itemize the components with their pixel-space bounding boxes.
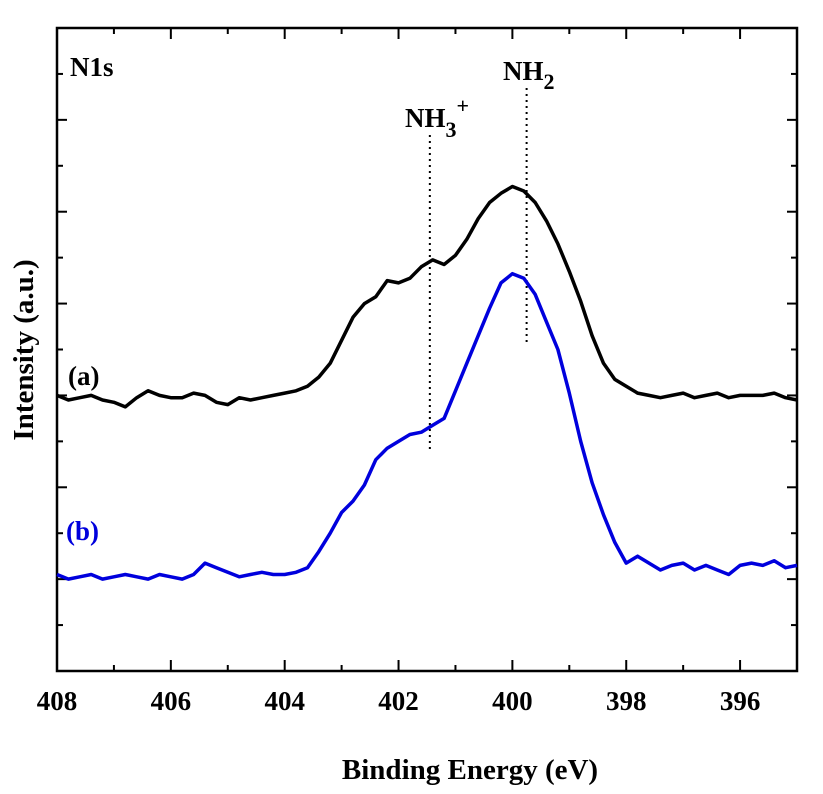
series-layer (56, 184, 798, 581)
y-axis-title: Intensity (a.u.) (8, 259, 40, 440)
annotation-nh2: NH2 (503, 56, 555, 94)
peak-marker-lines (428, 88, 528, 450)
panel-label: N1s (70, 52, 114, 82)
x-tick-labels: 408 406 404 402 400 398 396 (37, 686, 761, 716)
annotation-nh3-main: NH (405, 103, 446, 133)
annotation-nh2-sub: 2 (544, 69, 555, 94)
annotation-nh3-sub: 3 (446, 117, 457, 142)
series-line-b (56, 271, 798, 581)
x-tick-label: 396 (720, 686, 761, 716)
x-tick-label: 400 (492, 686, 533, 716)
x-tick-label: 406 (151, 686, 192, 716)
x-tick-label: 408 (37, 686, 78, 716)
x-axis-title: Binding Energy (eV) (342, 754, 598, 786)
x-tick-label: 398 (606, 686, 647, 716)
x-tick-label: 402 (378, 686, 419, 716)
annotation-nh3-sup: + (457, 93, 470, 118)
axis-ticks (56, 27, 798, 672)
series-line-a (56, 184, 798, 409)
series-label-b: (b) (66, 516, 99, 546)
series-label-a: (a) (68, 361, 99, 391)
x-tick-label: 404 (264, 686, 305, 716)
annotation-nh3: NH3+ (405, 93, 469, 142)
annotation-nh2-main: NH (503, 56, 544, 86)
